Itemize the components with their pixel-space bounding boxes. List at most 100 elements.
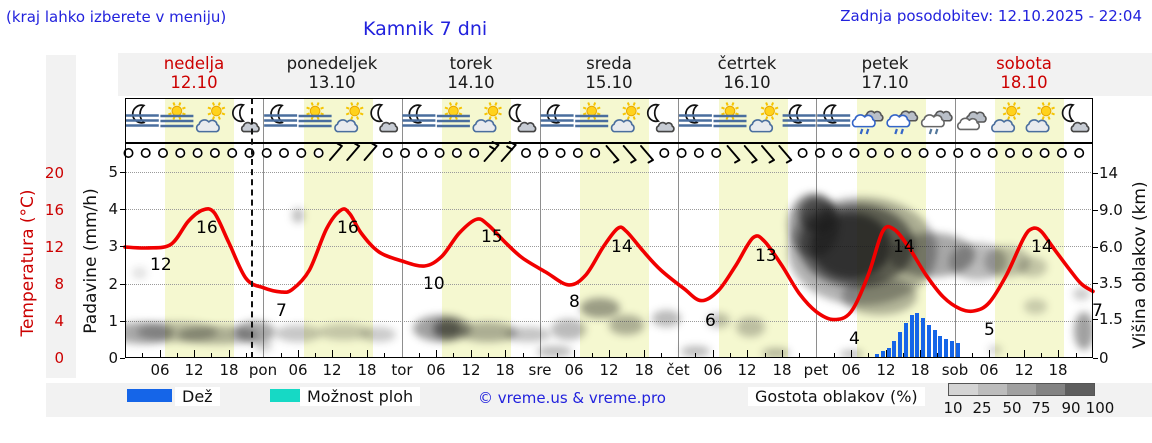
axis-tick — [764, 353, 766, 358]
axis-tick — [1058, 350, 1060, 358]
hour-label: 06 — [426, 361, 446, 379]
temp-value-label: 4 — [849, 329, 860, 349]
axis-tick — [1006, 353, 1008, 358]
day-mark: tor — [391, 361, 413, 379]
cloud-scale-value: 75 — [1031, 399, 1051, 417]
temp-value-label: 14 — [1031, 237, 1053, 257]
hour-label: 06 — [150, 361, 170, 379]
cloud-blob — [681, 346, 710, 357]
copyright-link[interactable]: © vreme.us & vreme.pro — [478, 389, 666, 407]
precip-tick-label: 3 — [108, 237, 118, 255]
axis-tick — [747, 350, 749, 358]
axis-tick — [1093, 358, 1098, 359]
cloud-blob — [234, 320, 275, 343]
temp-value-label: 14 — [893, 237, 915, 257]
axis-tick — [920, 350, 922, 358]
cloud-scale-segment — [978, 384, 1007, 395]
day-mark: pet — [803, 361, 829, 379]
cloudheight-tick-label: 1.5 — [1099, 310, 1123, 328]
temp-value-label: 12 — [150, 255, 172, 275]
axis-tick — [1093, 247, 1098, 248]
rain-bar — [898, 332, 902, 357]
axis-tick — [781, 350, 783, 358]
cloud-blob — [987, 345, 1003, 356]
cloud-density-label: Gostota oblakov (%) — [748, 387, 925, 406]
hour-label: 12 — [599, 361, 619, 379]
hour-label: 18 — [634, 361, 654, 379]
hour-label: 18 — [357, 361, 377, 379]
day-mark: čet — [666, 361, 690, 379]
hour-label: 06 — [564, 361, 584, 379]
day-date: 14.10 — [447, 73, 495, 92]
axis-tick — [120, 320, 125, 322]
day-date: 13.10 — [308, 73, 356, 92]
hour-label: 12 — [322, 361, 342, 379]
axis-tick — [120, 209, 125, 211]
hour-label: 06 — [841, 361, 861, 379]
axis-tick — [505, 350, 507, 358]
hour-label: 18 — [219, 361, 239, 379]
day-date: 12.10 — [170, 73, 218, 92]
rain-bar — [932, 330, 937, 357]
axis-tick — [367, 350, 368, 358]
axis-tick — [885, 350, 887, 358]
menu-hint: (kraj lahko izberete v meniju) — [6, 8, 227, 26]
rain-bar — [955, 343, 960, 357]
rain-bar — [926, 324, 931, 357]
hour-label: 18 — [1048, 361, 1068, 379]
current-time-line — [251, 98, 253, 358]
axis-tick — [851, 350, 852, 358]
rain-swatch — [127, 389, 172, 402]
rain-bar — [949, 341, 954, 357]
axis-tick — [643, 350, 645, 358]
cloud-blob — [761, 347, 791, 358]
cloud-scale-segment — [949, 384, 978, 395]
cloudheight-tick-label: 3.5 — [1099, 274, 1123, 292]
axis-tick — [228, 350, 230, 358]
axis-tick — [660, 353, 662, 358]
day-date: 18.10 — [1000, 73, 1048, 92]
axis-tick — [591, 353, 593, 358]
axis-tick — [280, 353, 282, 358]
cloud-blob — [735, 317, 765, 338]
axis-tick — [833, 353, 835, 358]
temp-value-label: 5 — [984, 320, 995, 340]
precip-tick-label: 0 — [108, 349, 118, 367]
axis-tick — [315, 353, 317, 358]
cloudheight-tick-label: 14 — [1099, 164, 1119, 182]
cloud-blob — [176, 325, 258, 344]
cloud-blob — [459, 321, 517, 343]
cloud-scale-segment — [1007, 384, 1036, 395]
axis-tick — [989, 350, 991, 358]
temp-value-label: 16 — [337, 218, 359, 238]
axis-tick — [332, 350, 334, 358]
hour-label: 18 — [495, 361, 515, 379]
cloud-blob — [125, 322, 174, 345]
cloud-scale-value: 25 — [972, 399, 992, 417]
temp-tick-label: 20 — [44, 164, 64, 182]
cloudheight-tick-label: 6.0 — [1099, 238, 1123, 256]
rain-bar — [909, 315, 914, 357]
axis-tick — [384, 353, 386, 358]
temp-value-label: 14 — [611, 237, 633, 257]
axis-tick — [868, 353, 870, 358]
rain-bar — [880, 351, 885, 357]
temp-tick-label: 4 — [54, 312, 64, 330]
day-name: sobota — [996, 54, 1052, 73]
axis-tick — [470, 350, 472, 358]
axis-tick — [1093, 173, 1098, 174]
cloud-scale-value: 100 — [1085, 399, 1115, 417]
cloud-blob — [136, 322, 218, 342]
day-name: ponedeljek — [286, 54, 378, 73]
axis-tick — [522, 353, 524, 358]
hour-label: 06 — [288, 361, 308, 379]
icon-strip-frame — [125, 98, 1093, 143]
day-header-panel — [118, 53, 1152, 96]
axis-tick — [574, 350, 576, 358]
cloud-blob — [505, 326, 552, 343]
axis-tick — [488, 353, 489, 358]
cloud-blob — [551, 319, 586, 340]
precip-tick-label: 5 — [108, 163, 118, 181]
hour-label: 18 — [772, 361, 792, 379]
